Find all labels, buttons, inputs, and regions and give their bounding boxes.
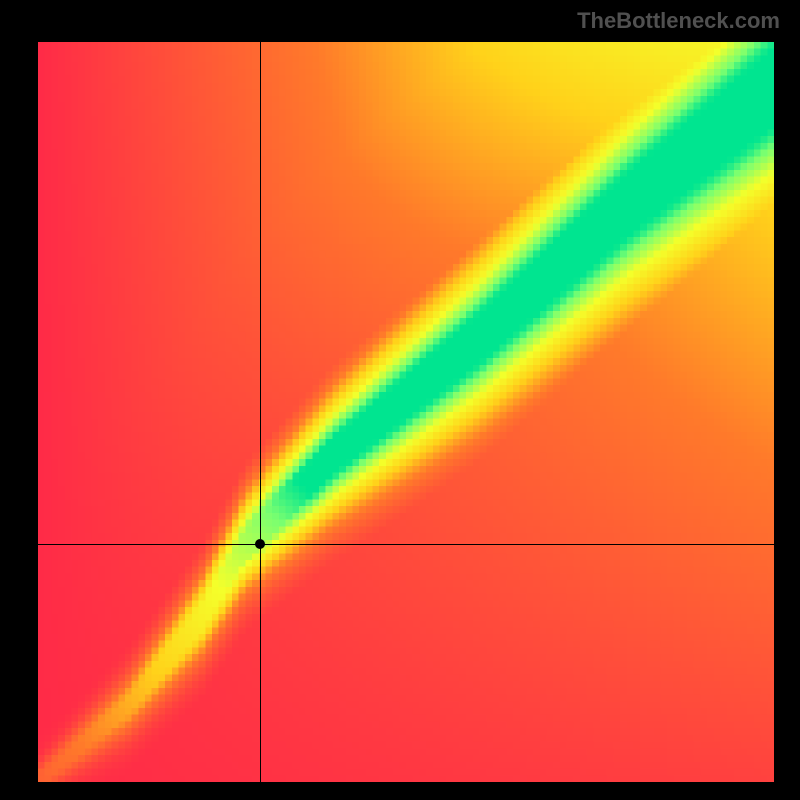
watermark-text: TheBottleneck.com xyxy=(577,8,780,34)
crosshair-vertical xyxy=(260,42,261,782)
crosshair-point[interactable] xyxy=(255,539,265,549)
heatmap-canvas xyxy=(38,42,774,782)
crosshair-horizontal xyxy=(38,544,774,545)
heatmap-chart xyxy=(38,42,774,782)
